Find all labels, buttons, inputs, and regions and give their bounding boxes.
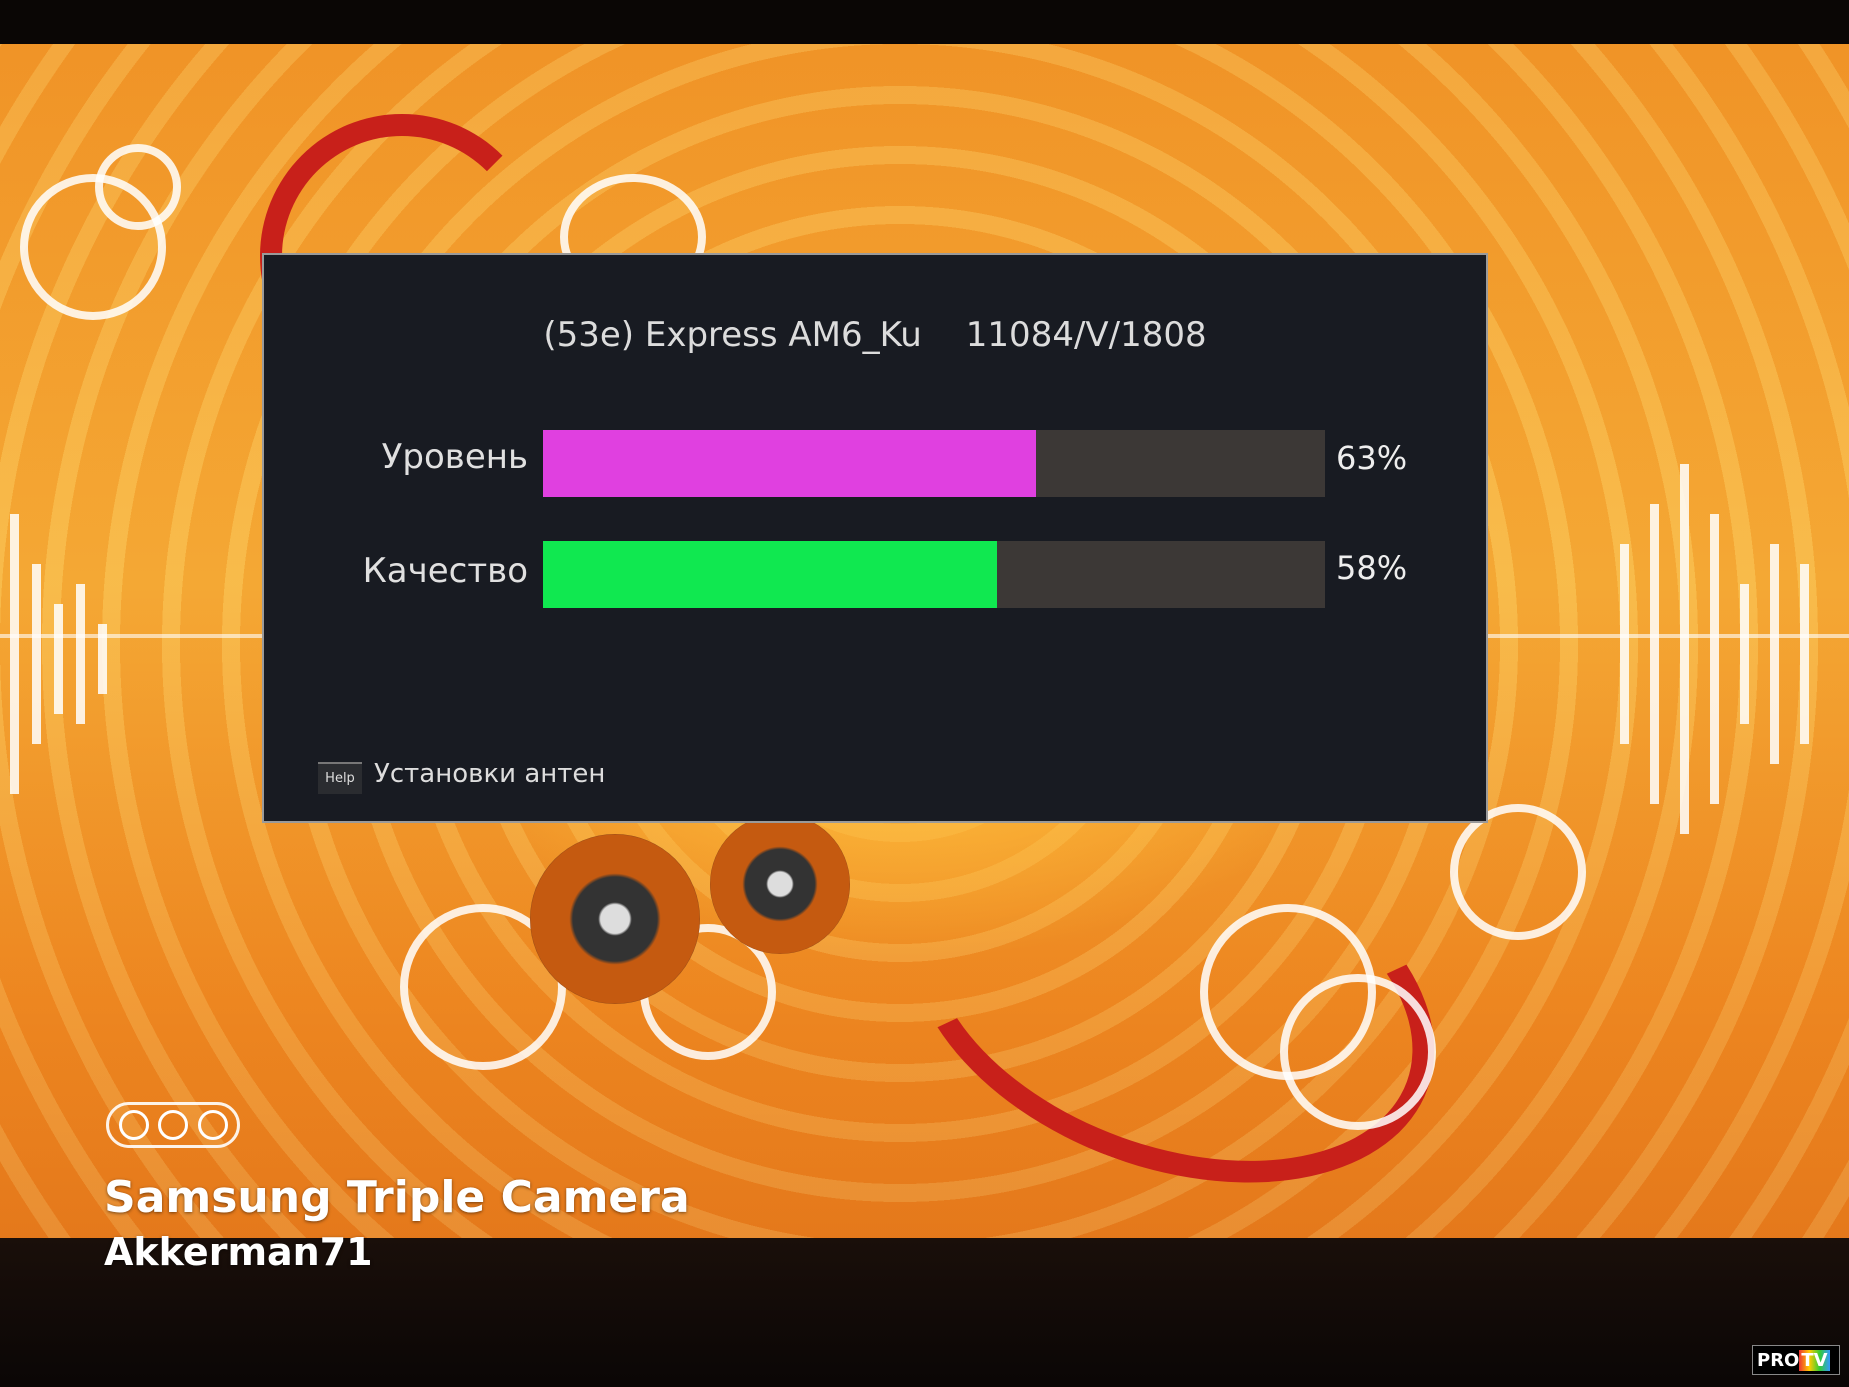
help-label: Установки антен [374,759,606,789]
level-label: Уровень [381,437,528,477]
satellite-name: (53e) Express AM6_Ku [543,315,922,355]
tv-bezel [0,1238,1849,1387]
level-percent: 63% [1336,439,1408,477]
triple-camera-icon [106,1102,240,1148]
quality-bar [543,541,1325,608]
help-key-button[interactable]: Help [318,762,362,794]
protv-logo: PRO TV [1752,1345,1840,1375]
signal-info-panel: (53e) Express AM6_Ku 11084/V/1808 Уровень… [262,253,1488,823]
quality-percent: 58% [1336,549,1408,587]
author-watermark: Akkerman71 [104,1230,373,1274]
level-bar-fill [543,430,1036,497]
quality-bar-fill [543,541,997,608]
channel-title: (53e) Express AM6_Ku 11084/V/1808 [264,315,1486,355]
camera-watermark: Samsung Triple Camera [104,1172,690,1223]
quality-label: Качество [362,551,528,591]
level-bar [543,430,1325,497]
transponder-info: 11084/V/1808 [965,315,1207,355]
